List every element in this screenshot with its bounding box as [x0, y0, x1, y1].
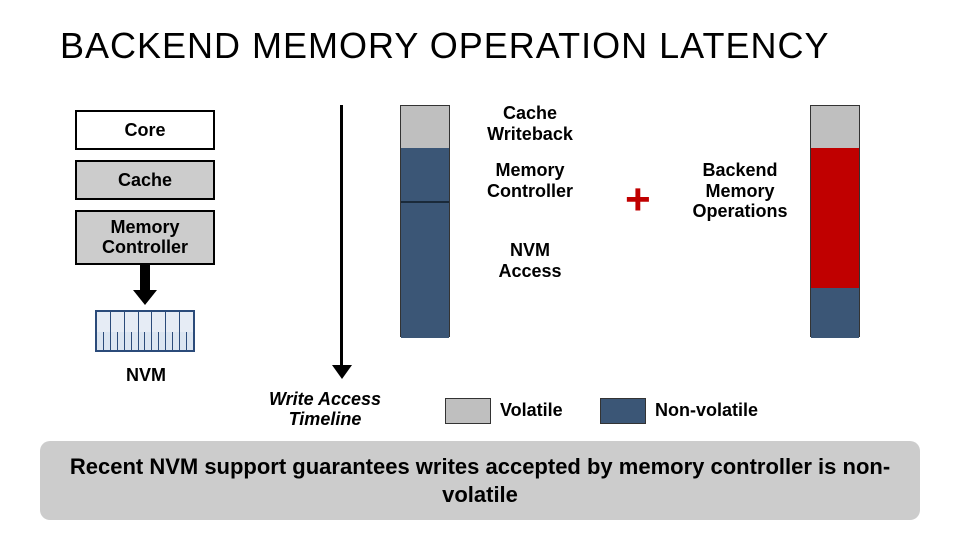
latency-bar-1 — [400, 105, 450, 337]
label-backend-ops: Backend Memory Operations — [680, 160, 800, 222]
box-core: Core — [75, 110, 215, 150]
latency-bar-2 — [810, 105, 860, 337]
legend-swatch-volatile — [445, 398, 491, 424]
footer-banner: Recent NVM support guarantees writes acc… — [40, 441, 920, 520]
hierarchy-arrow-head — [133, 290, 157, 305]
label-cache-writeback: Cache Writeback — [475, 103, 585, 144]
legend-label-volatile: Volatile — [500, 400, 563, 421]
legend-swatch-nonvolatile — [600, 398, 646, 424]
memory-module-icon — [95, 310, 195, 352]
page-title: BACKEND MEMORY OPERATION LATENCY — [60, 25, 829, 67]
label-nvm-access: NVM Access — [475, 240, 585, 281]
plus-icon: + — [625, 175, 651, 225]
box-memory-controller: Memory Controller — [75, 210, 215, 265]
nvm-label: NVM — [126, 365, 166, 386]
label-memory-controller: Memory Controller — [475, 160, 585, 201]
hierarchy-arrow — [140, 265, 150, 290]
timeline-label: Write Access Timeline — [250, 390, 400, 430]
box-cache: Cache — [75, 160, 215, 200]
timeline-arrow — [340, 105, 343, 365]
timeline-arrow-head — [332, 365, 352, 379]
legend-label-nonvolatile: Non-volatile — [655, 400, 758, 421]
